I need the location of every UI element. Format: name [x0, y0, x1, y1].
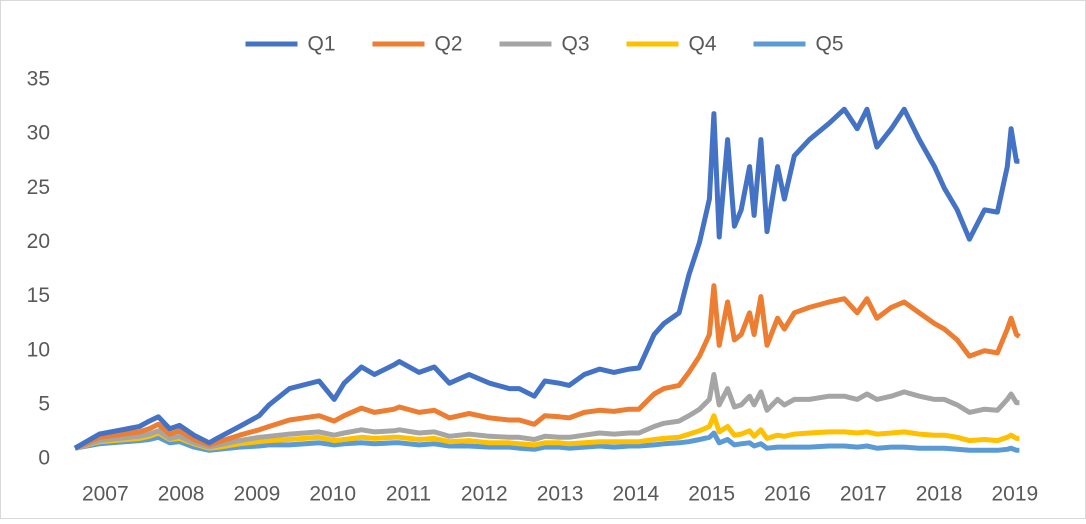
x-tick-label: 2007	[82, 483, 129, 506]
x-tick-label: 2015	[688, 483, 735, 506]
legend-label: Q5	[816, 33, 844, 56]
legend-label: Q4	[689, 33, 717, 56]
line-series	[74, 372, 1020, 451]
x-tick-label: 2013	[537, 483, 584, 506]
y-tick-label: 20	[27, 230, 50, 253]
x-tick-label: 2017	[840, 483, 887, 506]
y-tick-label: 30	[27, 122, 50, 145]
legend-label: Q3	[562, 33, 590, 56]
line-series	[74, 430, 1020, 453]
legend-label: Q1	[308, 33, 336, 56]
x-tick-label: 2012	[461, 483, 508, 506]
y-tick-label: 10	[27, 338, 50, 361]
y-tick-label: 0	[38, 447, 50, 470]
x-tick-label: 2010	[309, 483, 356, 506]
x-tick-label: 2018	[916, 483, 963, 506]
y-tick-label: 15	[27, 284, 50, 307]
legend-label: Q2	[435, 33, 463, 56]
x-tick-label: 2019	[991, 483, 1038, 506]
x-tick-label: 2009	[234, 483, 281, 506]
x-tick-label: 2014	[613, 483, 660, 506]
x-tick-label: 2011	[386, 483, 431, 506]
x-tick-label: 2008	[158, 483, 205, 506]
y-tick-label: 5	[38, 392, 50, 415]
line-series	[73, 106, 1020, 451]
y-tick-label: 25	[27, 176, 50, 199]
line-series	[74, 413, 1020, 451]
y-tick-label: 35	[27, 68, 50, 91]
line-series	[73, 283, 1021, 451]
x-tick-label: 2016	[764, 483, 811, 506]
